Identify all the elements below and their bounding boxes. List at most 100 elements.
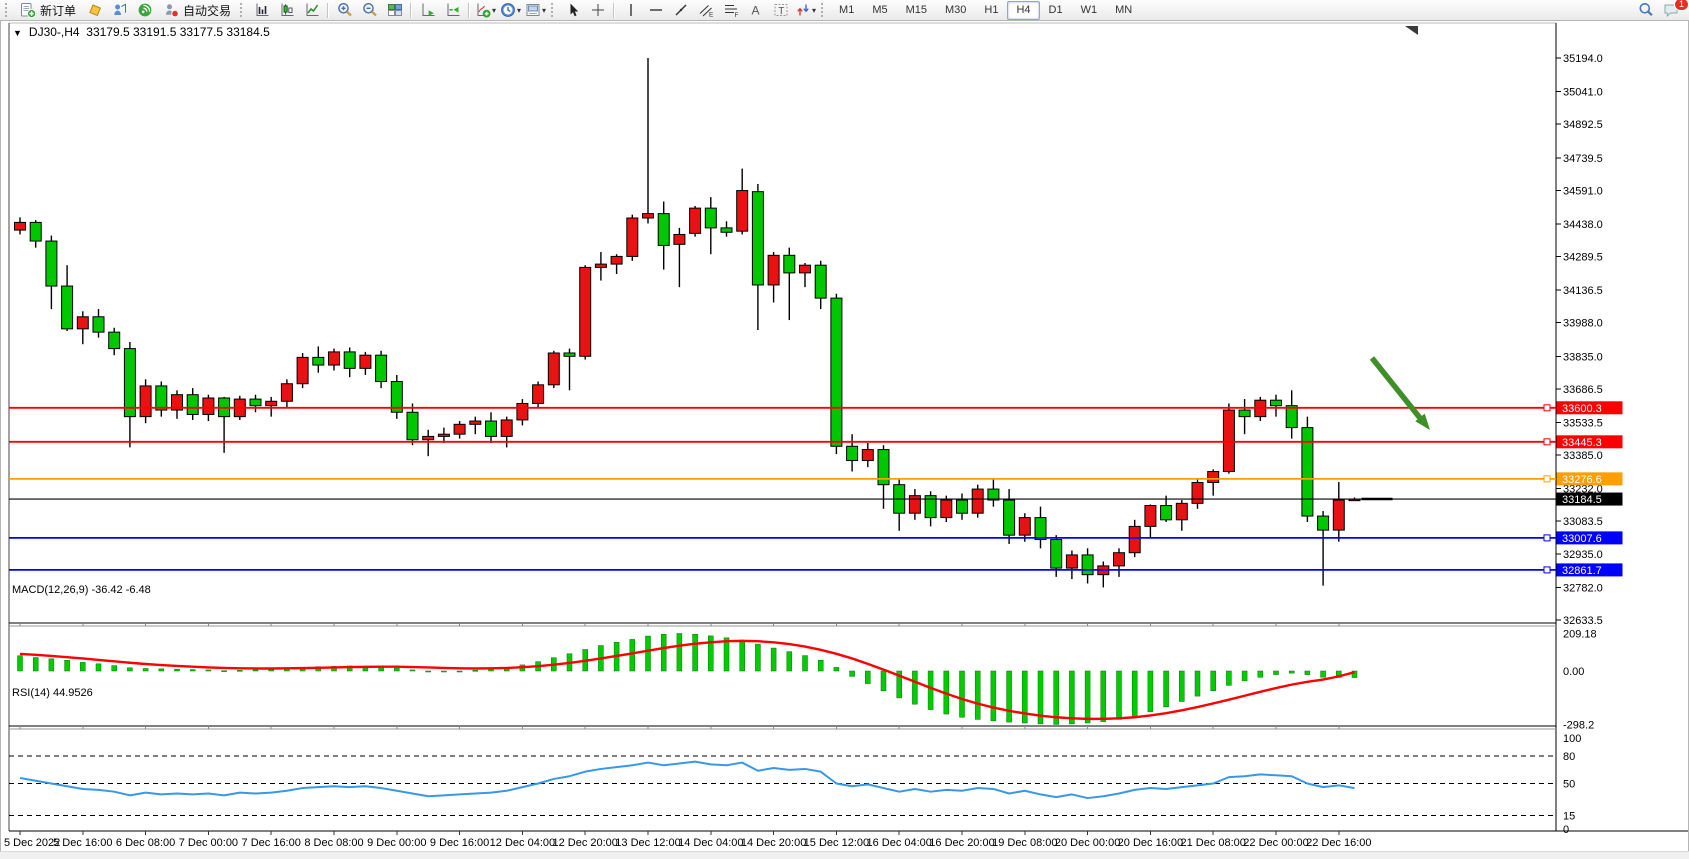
- candle-body: [799, 264, 811, 274]
- fibonacci-button[interactable]: F: [718, 1, 743, 20]
- arrow-object[interactable]: [1369, 356, 1430, 430]
- time-tick-label: 14 Dec 04:00: [678, 837, 743, 849]
- time-tick-label: 16 Dec 04:00: [866, 837, 931, 849]
- auto-scroll-button[interactable]: [415, 1, 440, 20]
- signals-button[interactable]: [132, 1, 157, 20]
- timeframe-button-m5[interactable]: M5: [872, 3, 888, 16]
- timeframe-button-mn[interactable]: MN: [1115, 3, 1133, 16]
- timeframe-button-m1[interactable]: M1: [839, 3, 855, 16]
- line-anchor-marker[interactable]: [1543, 566, 1551, 574]
- bar-chart-mode-icon: [256, 3, 269, 16]
- horizontal-line-button[interactable]: [643, 1, 668, 20]
- candle-body: [171, 394, 183, 411]
- metaeditor-button[interactable]: [82, 1, 107, 20]
- candle-body: [940, 499, 953, 519]
- price-axis[interactable]: 35194.0 35041.0 34892.5 34739.5 34591.0 34438…: [1556, 53, 1603, 836]
- price-tick-label: 35194.0: [1563, 53, 1603, 65]
- time-tick-label: 7 Dec 00:00: [179, 837, 238, 849]
- dropdown-caret-icon[interactable]: ▾: [542, 5, 547, 15]
- cursor-icon: [570, 3, 578, 17]
- arrows-button[interactable]: ▾: [793, 1, 818, 20]
- periods-button[interactable]: ▾: [498, 1, 523, 20]
- price-tick-label: 33533.5: [1563, 417, 1603, 429]
- crosshair-button[interactable]: [585, 1, 610, 20]
- candle-body: [1191, 481, 1204, 504]
- candle-body: [123, 348, 136, 418]
- macd-signal-line: [19, 639, 1355, 721]
- time-tick-label: 9 Dec 00:00: [367, 837, 426, 849]
- zoom-out-button[interactable]: [357, 1, 382, 20]
- text-button[interactable]: A: [743, 1, 768, 20]
- toolbar-grip[interactable]: [821, 3, 826, 17]
- price-badge: [1556, 435, 1623, 449]
- new-order-button-icon: [21, 3, 36, 18]
- timeframe-button-m15[interactable]: M15: [905, 3, 927, 16]
- candle-body: [689, 207, 702, 234]
- dropdown-caret-icon[interactable]: ▾: [812, 5, 817, 15]
- trend-line-button[interactable]: [668, 1, 693, 20]
- candle-body: [469, 420, 482, 425]
- chart-symbol-title[interactable]: ▼ DJ30-,H4 33179.5 33191.5 33177.5 33184.…: [13, 25, 270, 39]
- candle-body: [1285, 405, 1298, 429]
- timeframe-button-d1[interactable]: D1: [1048, 3, 1063, 16]
- dropdown-caret-icon[interactable]: ▾: [517, 5, 522, 15]
- auto-scroll-icon: [422, 3, 435, 16]
- text-label-icon: T: [774, 4, 788, 17]
- candle-body: [877, 449, 890, 486]
- rsi-line: [19, 760, 1355, 800]
- chart-shift-marker[interactable]: [1405, 26, 1418, 35]
- timeframe-button-w1[interactable]: W1: [1080, 3, 1098, 16]
- vertical-line-button[interactable]: [618, 1, 643, 20]
- line-anchor-marker[interactable]: [1543, 534, 1551, 542]
- toolbar-grip[interactable]: [551, 3, 556, 17]
- candle-body: [767, 254, 780, 286]
- line-anchor-marker[interactable]: [1543, 475, 1551, 483]
- time-tick-label: 5 Dec 2022: [4, 837, 60, 849]
- new-order-button[interactable]: 新订单: [14, 1, 82, 20]
- zoom-in-button[interactable]: [332, 1, 357, 20]
- search-button[interactable]: [1633, 1, 1658, 20]
- line-anchor-marker[interactable]: [1543, 438, 1551, 446]
- timeframe-button-h1[interactable]: H1: [984, 3, 999, 16]
- candle-body: [406, 411, 419, 441]
- autotrading-button-label: 自动交易: [183, 3, 232, 18]
- price-tick-label: 35041.0: [1563, 87, 1603, 99]
- candle-body: [1175, 502, 1188, 521]
- timeframe-button-h4[interactable]: H4: [1007, 0, 1040, 20]
- time-tick-label: 20 Dec 16:00: [1118, 837, 1183, 849]
- indicators-button[interactable]: ▾: [473, 1, 498, 20]
- candle-body: [1332, 499, 1345, 531]
- candle-body: [500, 419, 513, 437]
- tile-windows-button[interactable]: [382, 1, 407, 20]
- templates-button[interactable]: ▾: [523, 1, 548, 20]
- time-tick-label: 19 Dec 08:00: [992, 837, 1057, 849]
- candle-body: [783, 254, 796, 274]
- bar-chart-mode-button[interactable]: [249, 1, 274, 20]
- text-label-button[interactable]: T: [768, 1, 793, 20]
- price-tick-label: 33835.0: [1563, 351, 1603, 363]
- chat-button[interactable]: 1: [1658, 0, 1689, 20]
- timeframe-button-m30[interactable]: M30: [945, 3, 967, 16]
- line-chart-mode-button[interactable]: [299, 1, 324, 20]
- equidistant-channel-button[interactable]: E: [693, 1, 718, 20]
- rsi-axis-label: 0: [1563, 824, 1569, 836]
- dropdown-caret-icon[interactable]: ▾: [492, 5, 497, 15]
- toolbar-grip[interactable]: [240, 3, 245, 17]
- candlestick-mode-button[interactable]: [274, 1, 299, 20]
- price-tick-label: 33083.5: [1563, 516, 1603, 528]
- strategy-tester-button[interactable]: [107, 1, 132, 20]
- candle-body: [139, 385, 152, 418]
- toolbar-grip[interactable]: [5, 3, 10, 17]
- candle-body: [924, 495, 937, 519]
- collapse-arrow-icon[interactable]: ▼: [13, 28, 22, 38]
- candle-body: [736, 190, 749, 232]
- line-anchor-marker[interactable]: [1543, 404, 1551, 412]
- cursor-button[interactable]: [560, 1, 585, 20]
- price-tick-label: 34289.5: [1563, 252, 1603, 264]
- candle-body: [390, 381, 403, 413]
- autotrading-button[interactable]: 自动交易: [157, 1, 237, 20]
- candle-body: [14, 221, 26, 231]
- chart-shift-button[interactable]: [440, 1, 465, 20]
